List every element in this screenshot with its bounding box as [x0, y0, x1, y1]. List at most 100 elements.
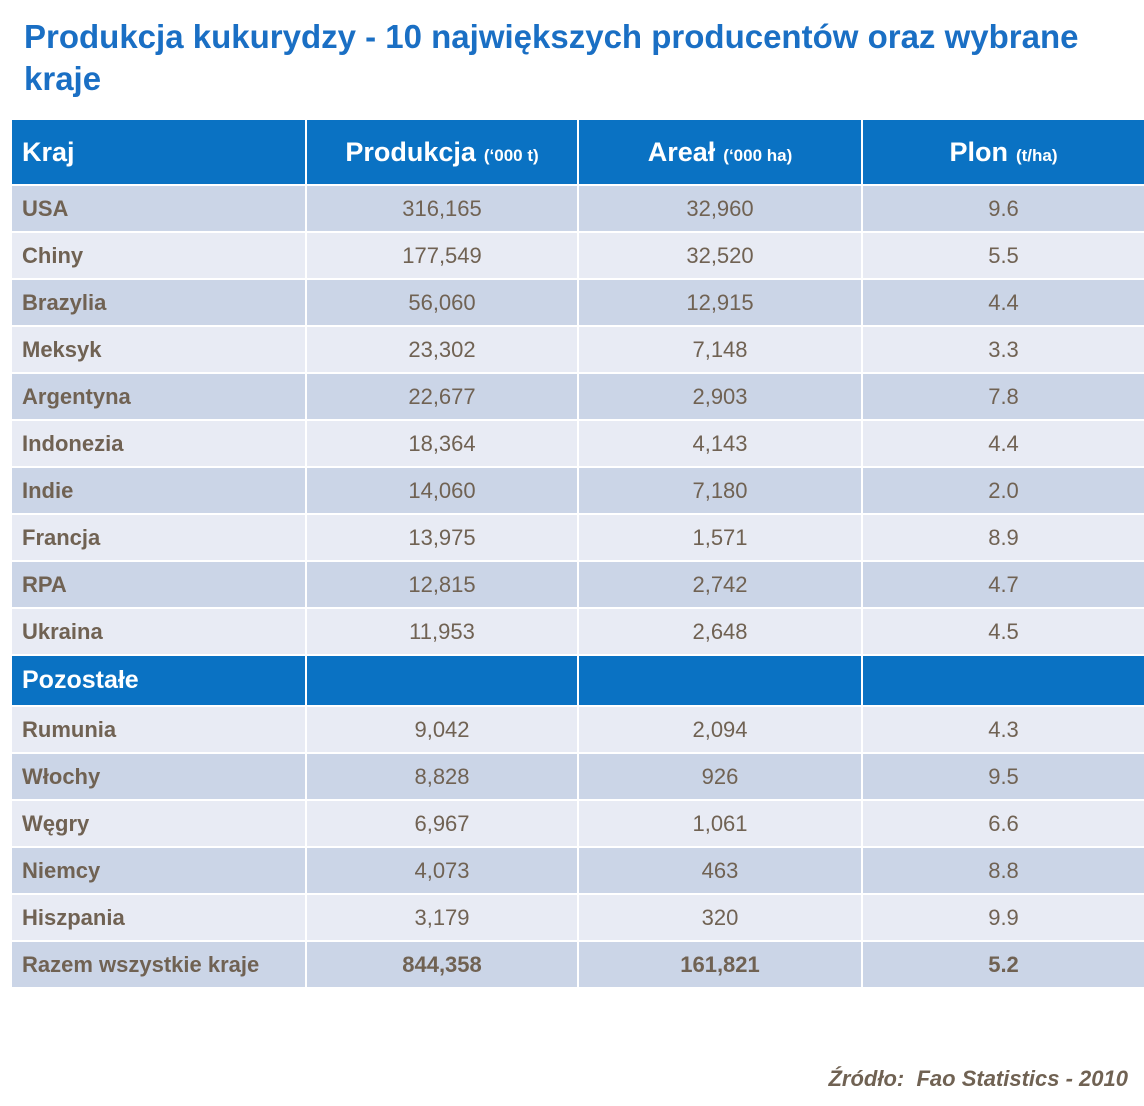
- section-empty-cell: [861, 654, 1144, 707]
- area-cell: 463: [577, 846, 863, 895]
- header-yield-label: Plon: [949, 136, 1008, 167]
- table-row: Ukraina 11,953 2,648 4.5: [10, 607, 1144, 656]
- table-header-row: Kraj Produkcja (‘000 t) Areał (‘000 ha) Pl…: [10, 118, 1144, 186]
- country-cell: Węgry: [10, 799, 307, 848]
- header-yield: Plon (t/ha): [861, 118, 1144, 186]
- country-cell: Niemcy: [10, 846, 307, 895]
- production-cell: 12,815: [305, 560, 579, 609]
- header-area-unit: (‘000 ha): [723, 145, 793, 165]
- country-cell: Indie: [10, 466, 307, 515]
- yield-cell: 4.5: [861, 607, 1144, 656]
- yield-cell: 5.5: [861, 231, 1144, 280]
- production-cell: 56,060: [305, 278, 579, 327]
- country-cell: Hiszpania: [10, 893, 307, 942]
- yield-cell: 8.8: [861, 846, 1144, 895]
- production-cell: 3,179: [305, 893, 579, 942]
- production-cell: 316,165: [305, 184, 579, 233]
- area-cell: 2,094: [577, 705, 863, 754]
- table-row: Indie 14,060 7,180 2.0: [10, 466, 1144, 515]
- table-row: Chiny 177,549 32,520 5.5: [10, 231, 1144, 280]
- header-country: Kraj: [10, 118, 307, 186]
- country-cell: RPA: [10, 560, 307, 609]
- area-cell: 12,915: [577, 278, 863, 327]
- country-cell: Brazylia: [10, 278, 307, 327]
- section-empty-cell: [305, 654, 579, 707]
- country-cell: Ukraina: [10, 607, 307, 656]
- header-production-unit: (‘000 t): [483, 145, 539, 165]
- production-cell: 23,302: [305, 325, 579, 374]
- table-row: Niemcy 4,073 463 8.8: [10, 846, 1144, 895]
- header-area: Areał (‘000 ha): [577, 118, 863, 186]
- source-note: Źródło: Fao Statistics - 2010: [828, 1066, 1128, 1091]
- production-cell: 4,073: [305, 846, 579, 895]
- area-cell: 7,180: [577, 466, 863, 515]
- page-title: Produkcja kukurydzy - 10 największych pr…: [24, 18, 1079, 97]
- header-yield-unit: (t/ha): [1015, 145, 1058, 165]
- production-cell: 177,549: [305, 231, 579, 280]
- header-production-label: Produkcja: [345, 136, 476, 167]
- yield-cell: 7.8: [861, 372, 1144, 421]
- country-cell: Rumunia: [10, 705, 307, 754]
- area-cell: 320: [577, 893, 863, 942]
- country-cell: USA: [10, 184, 307, 233]
- production-cell: 8,828: [305, 752, 579, 801]
- area-cell: 32,520: [577, 231, 863, 280]
- yield-cell: 4.3: [861, 705, 1144, 754]
- header-country-label: Kraj: [22, 136, 75, 167]
- yield-cell: 4.4: [861, 419, 1144, 468]
- production-cell: 13,975: [305, 513, 579, 562]
- header-production: Produkcja (‘000 t): [305, 118, 579, 186]
- production-cell: 6,967: [305, 799, 579, 848]
- table-row: RPA 12,815 2,742 4.7: [10, 560, 1144, 609]
- production-cell: 14,060: [305, 466, 579, 515]
- production-cell: 22,677: [305, 372, 579, 421]
- area-cell: 4,143: [577, 419, 863, 468]
- area-cell: 32,960: [577, 184, 863, 233]
- production-cell: 11,953: [305, 607, 579, 656]
- section-header-others: Pozostałe: [10, 654, 1144, 707]
- table-row: Argentyna 22,677 2,903 7.8: [10, 372, 1144, 421]
- yield-cell: 4.4: [861, 278, 1144, 327]
- yield-cell: 3.3: [861, 325, 1144, 374]
- table-row: Włochy 8,828 926 9.5: [10, 752, 1144, 801]
- country-cell: Chiny: [10, 231, 307, 280]
- production-cell: 18,364: [305, 419, 579, 468]
- area-cell: 2,903: [577, 372, 863, 421]
- country-cell: Meksyk: [10, 325, 307, 374]
- total-label-cell: Razem wszystkie kraje: [10, 940, 307, 989]
- yield-cell: 6.6: [861, 799, 1144, 848]
- table-row: Rumunia 9,042 2,094 4.3: [10, 705, 1144, 754]
- country-cell: Argentyna: [10, 372, 307, 421]
- yield-cell: 9.5: [861, 752, 1144, 801]
- table-row: Hiszpania 3,179 320 9.9: [10, 893, 1144, 942]
- table-row: Węgry 6,967 1,061 6.6: [10, 799, 1144, 848]
- area-cell: 926: [577, 752, 863, 801]
- area-cell: 1,571: [577, 513, 863, 562]
- section-empty-cell: [577, 654, 863, 707]
- yield-cell: 4.7: [861, 560, 1144, 609]
- table-row: USA 316,165 32,960 9.6: [10, 184, 1144, 233]
- header-area-label: Areał: [647, 136, 716, 167]
- corn-production-table: Kraj Produkcja (‘000 t) Areał (‘000 ha) Pl…: [10, 118, 1144, 989]
- total-yield-cell: 5.2: [861, 940, 1144, 989]
- area-cell: 2,648: [577, 607, 863, 656]
- area-cell: 7,148: [577, 325, 863, 374]
- yield-cell: 9.9: [861, 893, 1144, 942]
- country-cell: Włochy: [10, 752, 307, 801]
- yield-cell: 8.9: [861, 513, 1144, 562]
- total-production-cell: 844,358: [305, 940, 579, 989]
- country-cell: Indonezia: [10, 419, 307, 468]
- production-cell: 9,042: [305, 705, 579, 754]
- table-row: Brazylia 56,060 12,915 4.4: [10, 278, 1144, 327]
- section-label: Pozostałe: [10, 654, 307, 707]
- yield-cell: 9.6: [861, 184, 1144, 233]
- table-row: Meksyk 23,302 7,148 3.3: [10, 325, 1144, 374]
- table-row: Indonezia 18,364 4,143 4.4: [10, 419, 1144, 468]
- area-cell: 2,742: [577, 560, 863, 609]
- area-cell: 1,061: [577, 799, 863, 848]
- country-cell: Francja: [10, 513, 307, 562]
- yield-cell: 2.0: [861, 466, 1144, 515]
- total-area-cell: 161,821: [577, 940, 863, 989]
- total-row: Razem wszystkie kraje 844,358 161,821 5.…: [10, 940, 1144, 989]
- table-row: Francja 13,975 1,571 8.9: [10, 513, 1144, 562]
